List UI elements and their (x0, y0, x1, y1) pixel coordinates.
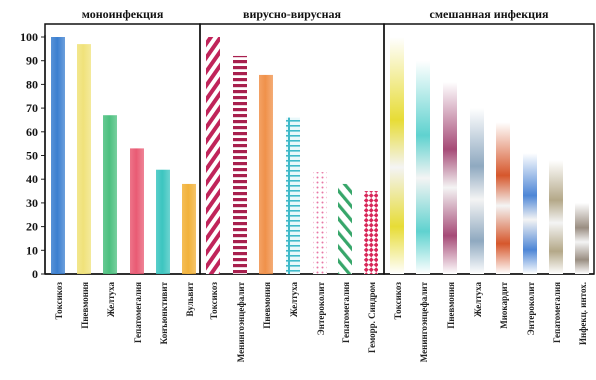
y-tick-label: 80 (26, 77, 38, 91)
x-tick-label: Геморр. Синдром (367, 282, 377, 353)
group-frame (44, 23, 201, 275)
bar (182, 183, 196, 274)
bar (443, 82, 457, 274)
bar (470, 108, 484, 274)
x-tick-label: Менингоэнцефалит (236, 281, 246, 362)
x-tick-label: Энтероколит (526, 281, 536, 335)
bar (575, 202, 589, 274)
x-tick-label: Менингоэнцефалит (419, 281, 429, 362)
x-tick-label: Пневмония (446, 282, 456, 329)
y-tick-label: 90 (26, 54, 38, 68)
y-tick-label: 100 (20, 30, 38, 44)
bar (549, 160, 563, 274)
bar (206, 37, 220, 274)
bar (390, 37, 404, 274)
bar (103, 115, 117, 275)
bar (364, 191, 378, 274)
group-frame (383, 23, 595, 275)
group-title: смешанная инфекция (430, 7, 549, 21)
bar (51, 37, 65, 274)
y-tick-label: 70 (26, 101, 38, 115)
x-tick-label: Инфекц. интох. (578, 282, 588, 345)
x-tick-label: Конъюнктивит (159, 281, 169, 344)
y-tick-label: 40 (26, 172, 38, 186)
x-tick-label: Гепатомегалия (133, 282, 143, 343)
bar (416, 60, 430, 275)
y-tick-label: 50 (26, 149, 38, 163)
x-tick-label: Вульвит (185, 281, 195, 316)
x-tick-label: Токсикоз (393, 282, 403, 320)
y-tick-label: 10 (26, 243, 38, 257)
x-tick-label: Токсикоз (209, 282, 219, 320)
bar (259, 74, 273, 274)
y-tick-label: 0 (32, 267, 38, 281)
x-tick-label: Гепатомегалия (552, 282, 562, 343)
x-tick-label: Желтуха (106, 282, 116, 318)
bar (496, 122, 510, 274)
x-tick-label: Энтероколит (316, 281, 326, 335)
x-tick-label: Пневмония (80, 282, 90, 329)
bar (523, 153, 537, 274)
x-tick-label: Желтуха (289, 282, 299, 318)
bar (233, 55, 247, 275)
y-tick-label: 30 (26, 196, 38, 210)
bar (130, 148, 144, 274)
group-title: моноинфекция (82, 7, 164, 21)
group-title: вирусно-вирусная (243, 7, 342, 21)
x-tick-label: Гепатомегалия (341, 282, 351, 343)
bar (77, 44, 91, 274)
bar (156, 169, 170, 274)
bar (313, 172, 327, 274)
bar (286, 117, 300, 274)
y-tick-label: 60 (26, 125, 38, 139)
bar (338, 183, 352, 274)
x-tick-label: Пневмония (262, 282, 272, 329)
x-tick-label: Токсикоз (54, 282, 64, 320)
x-tick-label: Миокардит (499, 281, 509, 328)
x-tick-label: Желтуха (473, 282, 483, 318)
y-tick-label: 20 (26, 220, 38, 234)
